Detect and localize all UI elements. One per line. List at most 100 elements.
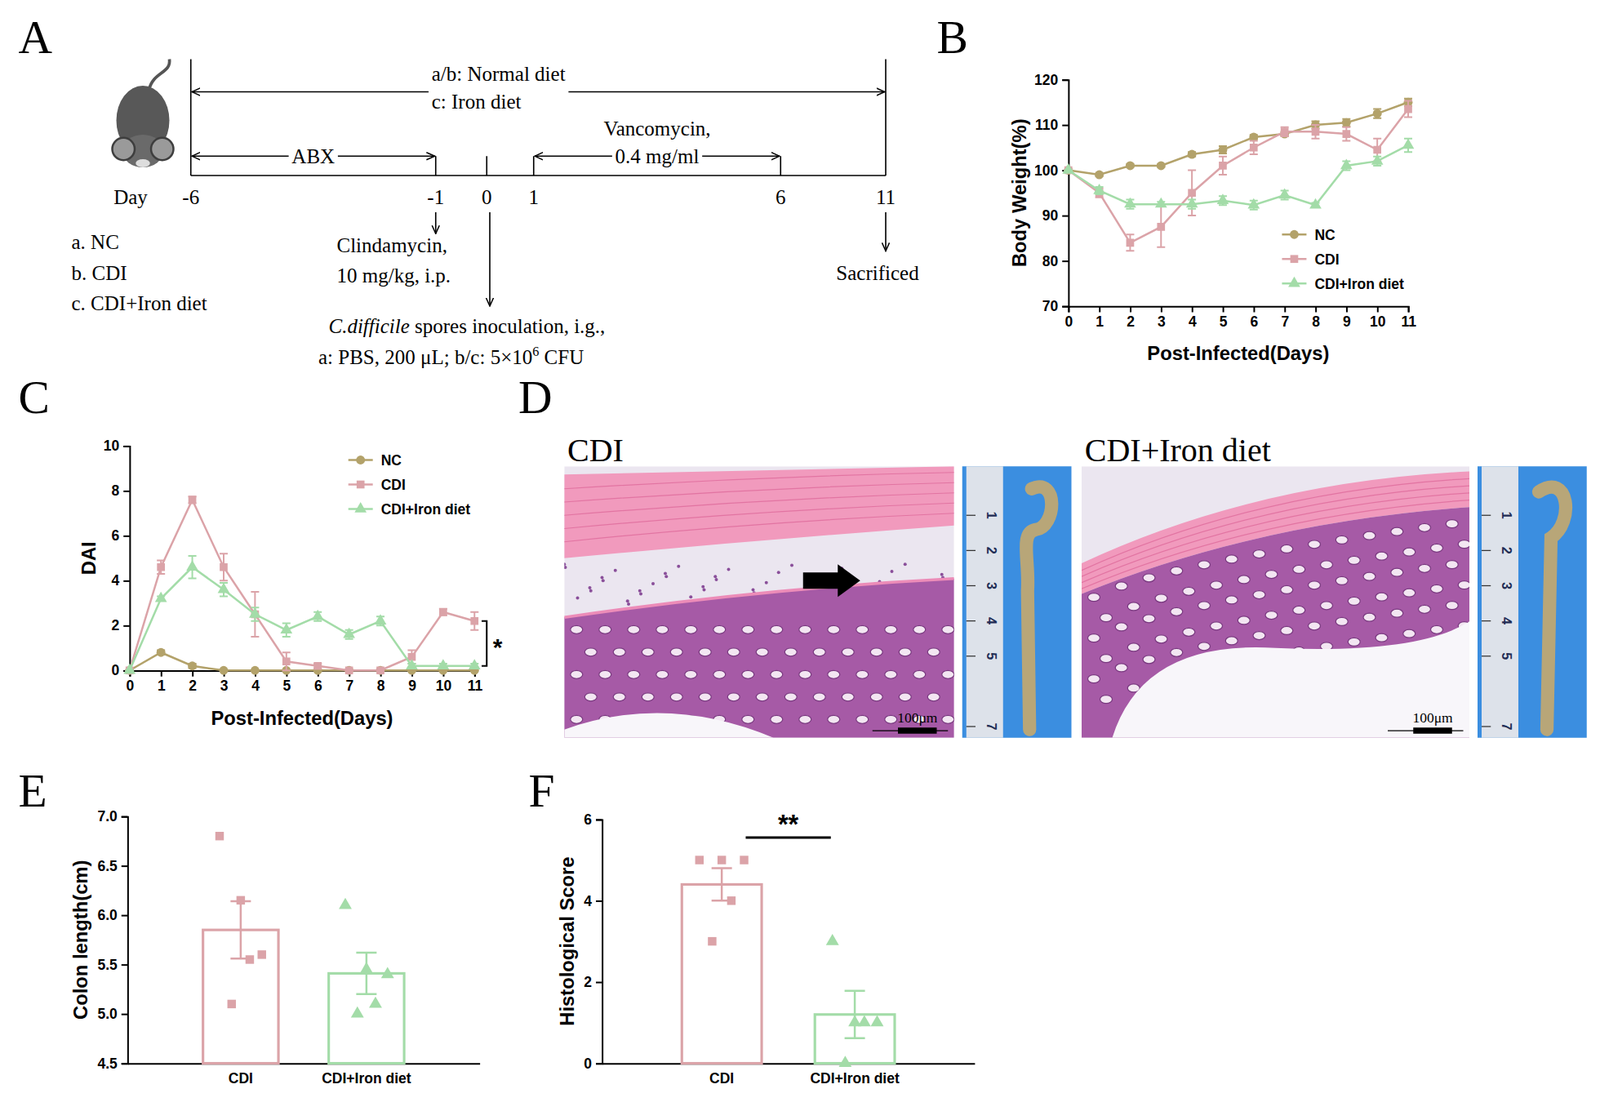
ruler-tick: [1481, 725, 1491, 727]
point: [1342, 118, 1352, 128]
crypt: [1445, 520, 1458, 529]
y-axis-title: DAI: [77, 541, 100, 575]
tick-mark: [1160, 306, 1163, 313]
point: [439, 608, 448, 617]
day-number: 1: [528, 186, 540, 209]
chart: CDICDI+Iron diet0246Histological Score**: [555, 809, 976, 1087]
y-axis: 0246: [583, 811, 603, 1072]
tick-mark: [1098, 306, 1101, 313]
tick-label: 120: [1034, 71, 1058, 89]
crypt: [770, 715, 783, 724]
ruler-number: 2: [1499, 546, 1515, 555]
cell: [715, 577, 719, 582]
significance-bracket: [481, 621, 487, 667]
error-bar: [230, 901, 251, 959]
ruler-number: 5: [984, 652, 1000, 660]
ruler-tick: [966, 655, 976, 657]
arrow-line: [884, 212, 887, 252]
cell: [688, 595, 693, 599]
point: [257, 950, 267, 959]
tick: 5.0: [97, 1005, 128, 1023]
point: [707, 937, 716, 946]
y-axis: 708090100110120: [1034, 71, 1069, 315]
arrow-line: [435, 212, 437, 234]
error-bar: [1156, 206, 1165, 248]
mouse-part: [112, 137, 136, 161]
cell: [790, 564, 794, 568]
crypt: [1391, 527, 1404, 536]
ruler-tick: [966, 515, 976, 516]
text-ground: [288, 142, 338, 171]
ruler-tick: [966, 585, 976, 587]
crypt: [1182, 586, 1196, 596]
crypt: [1170, 566, 1183, 575]
error-bar: [1187, 170, 1196, 217]
crypt: [841, 693, 854, 702]
mouse-part: [135, 159, 151, 168]
plot-area: [1062, 97, 1414, 252]
error-bar: [156, 560, 165, 575]
point: [1373, 146, 1382, 155]
crypt: [1418, 523, 1432, 532]
diet-label: a/b: Normal diet: [431, 62, 566, 85]
tick-label: 5.5: [97, 956, 118, 974]
crypt: [570, 670, 583, 679]
photo-ground: [1477, 466, 1587, 738]
crypt: [1225, 555, 1238, 564]
y-axis-title: Histological Score: [555, 857, 578, 1027]
point: [156, 563, 165, 572]
day-number: 11: [875, 186, 896, 209]
crypt: [713, 625, 726, 634]
tick-mark: [123, 535, 130, 538]
ruler-number: 1: [1499, 511, 1515, 520]
significance: **: [777, 809, 800, 840]
cell: [626, 602, 631, 606]
legend-item: CDI+Iron diet: [1281, 275, 1405, 293]
crypt: [942, 715, 955, 724]
mouse-part: [151, 137, 174, 161]
tick-mark: [160, 670, 163, 677]
tick: 11: [1400, 306, 1417, 330]
point: [1218, 161, 1227, 170]
error-bar: [439, 608, 448, 616]
point: [1186, 197, 1199, 209]
point: [250, 666, 260, 676]
muscle-layer: [564, 466, 955, 559]
cell: [600, 576, 605, 580]
muscle-fiber: [564, 482, 955, 503]
colon: [1538, 487, 1566, 730]
crypt: [1347, 596, 1360, 605]
tick-mark: [123, 625, 130, 627]
legend: NCCDICDI+Iron diet: [1281, 226, 1405, 293]
crypt: [770, 670, 783, 679]
tick-mark: [1191, 306, 1194, 313]
crypt: [827, 715, 840, 724]
panel-letter: D: [518, 371, 553, 423]
tick-mark: [1129, 306, 1132, 313]
point: [695, 855, 704, 864]
panel-letter: A: [18, 11, 54, 63]
mouse-part: [149, 59, 170, 91]
ruler-number: 7: [984, 722, 1000, 730]
crypt: [641, 648, 654, 657]
ruler-number: 1: [984, 511, 1000, 520]
text-part: spores inoculation, i.g.,: [409, 315, 606, 338]
legend-label: CDI: [1314, 251, 1339, 268]
point: [717, 855, 726, 864]
crypt: [913, 670, 926, 679]
ruler-tick: [1481, 655, 1491, 657]
tick: 7.0: [97, 808, 128, 825]
error-bar: [1249, 140, 1258, 155]
tick-label: CDI: [709, 1070, 734, 1087]
crypt: [1127, 643, 1140, 652]
tick-label: 4: [111, 572, 120, 589]
point: [360, 961, 374, 974]
tick-label: 2: [188, 677, 197, 694]
error-bar: [1218, 156, 1227, 175]
crypt: [1431, 584, 1444, 593]
point: [857, 1015, 872, 1027]
crypt: [1363, 531, 1376, 540]
y-axis-title: Body Weight(%): [1008, 118, 1031, 267]
y-axis-line: [121, 817, 129, 1065]
crypt: [1253, 550, 1266, 559]
